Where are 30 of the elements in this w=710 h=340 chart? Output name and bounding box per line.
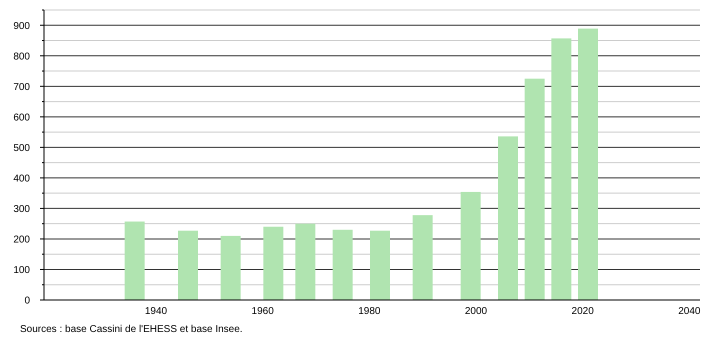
y-tick-label: 500	[13, 142, 30, 154]
bar	[332, 230, 353, 300]
y-tick-label: 600	[13, 112, 30, 124]
y-tick-label: 100	[13, 264, 30, 276]
bar	[551, 38, 572, 300]
bar	[412, 215, 433, 300]
bar	[524, 78, 545, 300]
y-tick-label: 400	[13, 173, 30, 184]
y-tick-label: 700	[13, 82, 30, 93]
y-tick-label: 300	[13, 204, 30, 215]
source-note: Sources : base Cassini de l'EHESS et base Insee.	[20, 324, 243, 335]
bar	[578, 28, 598, 300]
bar	[370, 230, 390, 300]
x-tick-label: 1960	[252, 306, 274, 317]
bar	[295, 224, 316, 300]
x-tick-label: 1940	[144, 306, 168, 317]
bar	[178, 230, 198, 300]
bar	[124, 222, 145, 300]
bar	[263, 226, 284, 300]
bar	[460, 192, 481, 300]
y-tick-label: 900	[13, 20, 30, 32]
y-tick-label: 0	[24, 296, 30, 306]
y-tick-label: 200	[13, 234, 30, 246]
x-tick-label: 2040	[678, 306, 701, 317]
bar	[498, 136, 518, 300]
y-tick-label: 800	[13, 51, 30, 62]
x-tick-label: 2000	[464, 306, 488, 317]
x-tick-label: 2020	[572, 306, 594, 317]
x-tick-label: 1980	[358, 306, 381, 317]
bar	[220, 236, 241, 300]
